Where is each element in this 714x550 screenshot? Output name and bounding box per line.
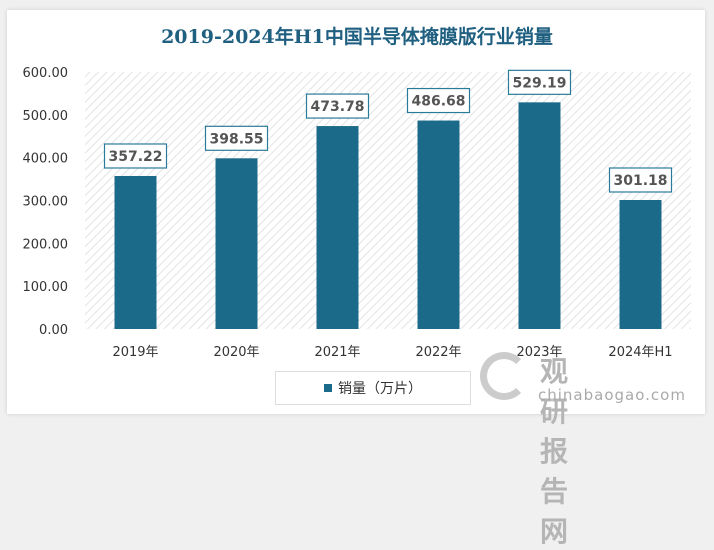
- y-tick-label: 500.00: [23, 109, 69, 124]
- chart-title: 2019-2024年H1中国半导体掩膜版行业销量: [161, 26, 553, 48]
- data-label-box: [103, 143, 168, 169]
- data-label-box: [305, 93, 370, 119]
- data-label: 486.68: [411, 94, 465, 110]
- x-tick-label: 2020年: [213, 345, 259, 360]
- bar: [619, 199, 662, 329]
- x-tick-label: 2024年H1: [608, 345, 672, 360]
- data-label-box: [507, 69, 572, 95]
- watermark-en: chinabaogao.com: [538, 386, 686, 404]
- bar: [215, 158, 258, 329]
- data-label: 301.18: [613, 173, 667, 189]
- bar: [417, 120, 460, 330]
- bar: [518, 102, 561, 329]
- y-tick-label: 400.00: [23, 152, 69, 167]
- x-tick-label: 2023年: [516, 345, 562, 360]
- data-label-box: [204, 125, 269, 151]
- plot-area: [85, 72, 691, 329]
- watermark-cn: 观研报告网: [540, 355, 570, 548]
- x-tick-label: 2022年: [415, 345, 461, 360]
- legend-label: 销量（万片）: [338, 381, 422, 397]
- data-label: 529.19: [512, 75, 566, 91]
- y-tick-label: 300.00: [23, 195, 69, 210]
- data-label: 357.22: [108, 149, 162, 165]
- bar: [114, 175, 157, 329]
- legend-swatch: [324, 384, 332, 392]
- y-tick-label: 0.00: [39, 323, 68, 338]
- data-label-box: [406, 87, 471, 114]
- y-tick-label: 100.00: [23, 280, 69, 295]
- data-label: 398.55: [209, 131, 263, 147]
- y-tick-label: 200.00: [23, 237, 69, 252]
- x-tick-label: 2019年: [112, 345, 158, 360]
- bar: [316, 126, 359, 329]
- x-tick-label: 2021年: [314, 345, 360, 360]
- y-tick-label: 600.00: [23, 66, 69, 81]
- data-label: 473.78: [310, 99, 364, 115]
- legend: 销量（万片）: [275, 371, 471, 405]
- data-label-box: [608, 167, 673, 193]
- bar-chart: 0.00 100.00 200.00 300.00 400.00 500.00 600.00…: [23, 66, 691, 360]
- watermark-logo-icon: [480, 352, 528, 400]
